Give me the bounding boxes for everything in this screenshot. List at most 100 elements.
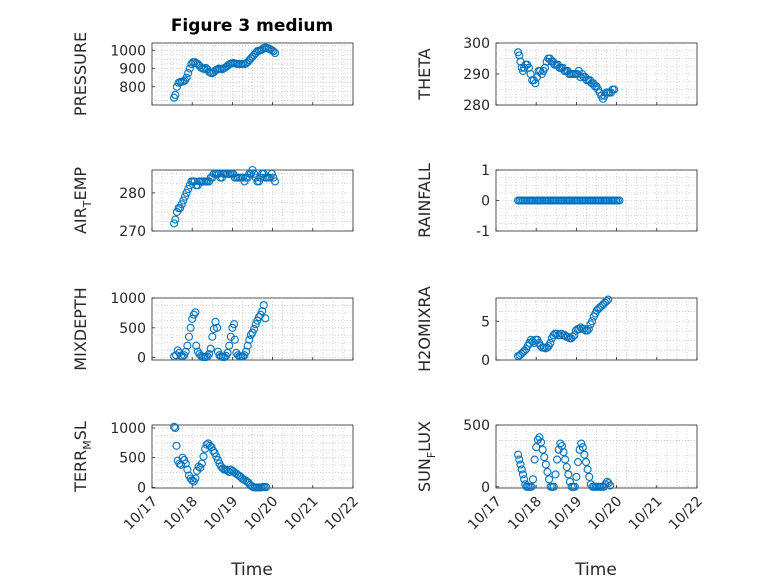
y-tick-label: 280 bbox=[463, 98, 490, 114]
data-point bbox=[258, 307, 267, 316]
subplot-3: 270 280 AIRTEMP bbox=[71, 165, 354, 240]
data-point bbox=[577, 439, 586, 448]
data-point bbox=[564, 470, 573, 479]
data-point bbox=[183, 341, 192, 350]
data-point bbox=[213, 323, 222, 332]
data-point bbox=[243, 341, 252, 350]
figure-title: Figure 3 medium bbox=[171, 16, 333, 36]
data-point bbox=[184, 332, 194, 341]
y-axis-label-subscript: F bbox=[425, 452, 438, 458]
subplot-2: 280 290 300 THETA bbox=[415, 36, 698, 114]
data-point bbox=[183, 465, 192, 474]
data-point bbox=[180, 192, 190, 201]
data-point bbox=[581, 458, 591, 467]
subplot-4: -1 0 1 RAINFALL bbox=[415, 163, 698, 240]
data-point bbox=[541, 460, 550, 469]
data-point bbox=[199, 452, 208, 461]
data-point bbox=[206, 344, 215, 353]
y-tick-label: 280 bbox=[119, 186, 146, 202]
data-point bbox=[179, 196, 188, 205]
data-point bbox=[225, 341, 234, 350]
gridlines bbox=[152, 43, 353, 105]
data-point bbox=[185, 64, 194, 73]
y-tick-label: 1000 bbox=[110, 43, 146, 59]
x-tick-label: 10/21 bbox=[282, 494, 322, 534]
x-tick-label: 10/21 bbox=[626, 494, 666, 534]
data-point bbox=[188, 314, 197, 323]
data-point bbox=[191, 474, 200, 483]
y-tick-label: 900 bbox=[119, 62, 146, 78]
data-point bbox=[181, 459, 190, 468]
data-point bbox=[538, 445, 547, 454]
y-tick-label: 0 bbox=[481, 353, 490, 369]
data-point bbox=[585, 472, 594, 481]
data-point bbox=[184, 69, 193, 78]
data-point bbox=[189, 310, 198, 319]
data-markers bbox=[514, 48, 619, 103]
data-point bbox=[208, 332, 217, 341]
data-point bbox=[170, 422, 179, 431]
data-point bbox=[171, 215, 180, 224]
data-point bbox=[528, 475, 538, 484]
y-tick-label: 300 bbox=[463, 36, 490, 52]
y-axis-label: H2OMIXRA bbox=[415, 286, 434, 372]
y-tick-label: 290 bbox=[463, 67, 490, 83]
y-axis-label: SUNFLUX bbox=[415, 421, 438, 492]
data-point bbox=[170, 219, 179, 228]
data-point bbox=[530, 455, 539, 464]
y-axis-label-subscript: M bbox=[81, 440, 94, 450]
data-point bbox=[549, 482, 558, 491]
y-axis-label: MIXDEPTH bbox=[71, 287, 90, 370]
data-point bbox=[606, 481, 615, 490]
data-point bbox=[535, 433, 544, 442]
data-point bbox=[546, 338, 555, 348]
data-point bbox=[269, 47, 278, 56]
data-point bbox=[191, 308, 200, 317]
data-point bbox=[573, 458, 583, 467]
y-tick-label: 270 bbox=[119, 224, 146, 240]
data-point bbox=[238, 173, 247, 182]
data-markers bbox=[514, 433, 615, 491]
data-point bbox=[578, 443, 587, 452]
y-axis-label: RAINFALL bbox=[415, 163, 434, 238]
data-point bbox=[515, 455, 524, 464]
data-point bbox=[176, 204, 185, 213]
data-point bbox=[182, 73, 191, 82]
data-point bbox=[562, 462, 571, 472]
y-tick-label: 500 bbox=[119, 451, 146, 467]
y-axis-label-rest: SL bbox=[71, 421, 90, 440]
data-point bbox=[520, 475, 529, 484]
data-point bbox=[602, 297, 611, 306]
y-tick-label: 1000 bbox=[110, 421, 146, 437]
data-point bbox=[583, 326, 592, 335]
y-axis-label-main: TERR bbox=[71, 450, 90, 493]
data-point bbox=[267, 169, 276, 178]
data-point bbox=[245, 335, 254, 344]
data-point bbox=[172, 441, 181, 450]
data-point bbox=[203, 352, 212, 361]
y-tick-label: 0 bbox=[481, 480, 490, 496]
data-markers bbox=[170, 43, 280, 102]
data-point bbox=[229, 320, 239, 329]
data-point bbox=[250, 324, 259, 334]
y-tick-label: 500 bbox=[463, 418, 490, 434]
y-tick-label: 0 bbox=[137, 351, 146, 367]
data-point bbox=[211, 317, 220, 326]
data-point bbox=[604, 479, 613, 488]
data-markers bbox=[514, 196, 624, 205]
data-point bbox=[514, 450, 523, 459]
x-tick-label: 10/19 bbox=[201, 494, 241, 534]
y-axis-label: TERRMSL bbox=[71, 421, 94, 493]
x-tick-label: 10/18 bbox=[505, 494, 545, 534]
data-point bbox=[536, 438, 546, 447]
data-point bbox=[570, 482, 579, 491]
data-point bbox=[517, 465, 526, 474]
y-axis-label: THETA bbox=[415, 48, 434, 100]
data-point bbox=[262, 483, 271, 492]
data-point bbox=[261, 314, 270, 323]
data-point bbox=[615, 196, 624, 205]
data-point bbox=[570, 331, 579, 340]
gridlines bbox=[496, 425, 697, 488]
data-point bbox=[527, 482, 536, 491]
